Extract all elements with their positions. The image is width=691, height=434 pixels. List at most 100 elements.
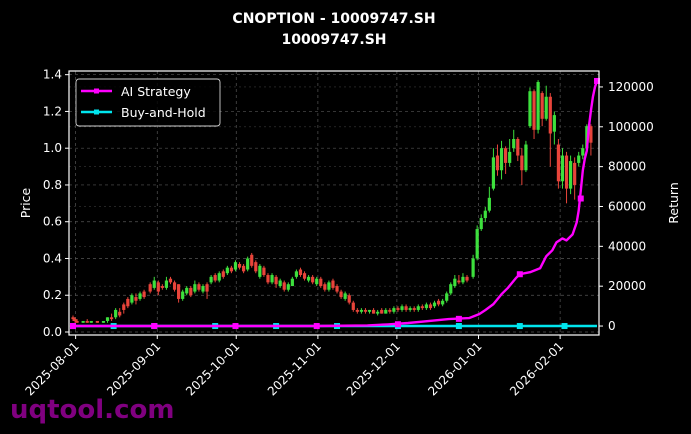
legend-label-buy-and-hold: Buy-and-Hold (121, 105, 206, 120)
candle (335, 284, 339, 294)
candle (495, 144, 500, 176)
candle (172, 280, 177, 292)
candle (160, 284, 164, 290)
candle (376, 309, 380, 316)
candle (101, 320, 106, 323)
candle (581, 144, 585, 160)
ai-strategy-marker (151, 323, 158, 330)
candle (278, 278, 282, 288)
candle (424, 302, 428, 310)
candle (130, 293, 134, 305)
candle (491, 148, 496, 191)
candle (577, 151, 581, 167)
candle (237, 262, 242, 270)
candle (233, 260, 238, 272)
candle (95, 320, 99, 323)
candle (441, 298, 445, 307)
candle (319, 276, 323, 288)
candle (201, 284, 205, 294)
candle (331, 278, 335, 290)
candle (416, 304, 420, 312)
y-tick-label-right: 60000 (608, 199, 646, 213)
candle (428, 302, 433, 310)
candle (457, 275, 461, 285)
y-tick-label-left: 0.2 (43, 288, 62, 302)
candle (311, 275, 315, 285)
ai-strategy-marker (594, 77, 600, 84)
legend-item-buy-and-hold: Buy-and-Hold (81, 105, 206, 120)
candle (471, 254, 475, 279)
watermark: uqtool.com (10, 395, 174, 425)
candle (552, 111, 556, 145)
ai-strategy-marker (313, 323, 320, 330)
candle (465, 275, 469, 283)
legend: AI Strategy Buy-and-Hold (75, 78, 221, 127)
candle (461, 273, 465, 285)
candle (568, 155, 573, 195)
candle (197, 282, 201, 292)
candle (185, 286, 189, 296)
y-tick-label-right: 100000 (608, 120, 654, 134)
candle (520, 148, 524, 185)
candle (400, 304, 404, 312)
y-axis-right: 0 20000 40000 60000 80000 100000 120000 (599, 80, 654, 333)
candle (282, 280, 286, 292)
candle (347, 293, 351, 305)
candle (367, 309, 372, 314)
candle (343, 291, 347, 301)
candle (412, 306, 416, 312)
y-tick-label-right: 40000 (608, 239, 646, 253)
candle (164, 276, 169, 290)
candle (122, 302, 126, 314)
candle (152, 276, 156, 290)
candle (540, 91, 544, 127)
candle (306, 275, 311, 283)
candle (148, 282, 152, 294)
candle (512, 129, 516, 152)
candle (73, 317, 77, 323)
candle (177, 284, 181, 303)
candle (229, 265, 234, 274)
candle (339, 289, 343, 299)
candle (270, 273, 274, 285)
candle (114, 308, 118, 320)
candle (75, 319, 79, 323)
candle (363, 308, 368, 314)
y-tick-label-left: 0.0 (43, 325, 62, 339)
candle (298, 267, 303, 277)
candle (274, 275, 278, 288)
y-tick-label-right: 120000 (608, 80, 654, 94)
candle (384, 308, 388, 314)
candle (404, 304, 408, 312)
candle (258, 263, 262, 279)
candle (487, 186, 491, 213)
candle (504, 146, 508, 174)
candle (262, 265, 266, 277)
buy-and-hold-marker (455, 323, 462, 330)
candle (573, 157, 577, 200)
candle (479, 214, 483, 231)
candle (217, 271, 221, 283)
ai-strategy-marker (70, 323, 76, 330)
candle (528, 87, 532, 128)
candle (254, 260, 258, 274)
chart-title: CNOPTION - 10009747.SH (232, 11, 435, 27)
candle (359, 308, 364, 314)
y-tick-label-left: 1.2 (43, 104, 62, 118)
candle (432, 300, 437, 309)
candle (302, 271, 307, 281)
candle (81, 320, 85, 323)
candle (524, 140, 528, 173)
candle (483, 207, 487, 222)
candle (420, 304, 424, 310)
candle (286, 282, 290, 292)
candle (564, 151, 569, 204)
ai-strategy-marker (232, 323, 239, 330)
candle (453, 275, 457, 288)
candle (205, 282, 209, 299)
candle (250, 252, 254, 268)
candle (475, 225, 479, 261)
candle (246, 256, 250, 272)
ai-strategy-marker (516, 271, 523, 278)
candle (105, 317, 110, 323)
